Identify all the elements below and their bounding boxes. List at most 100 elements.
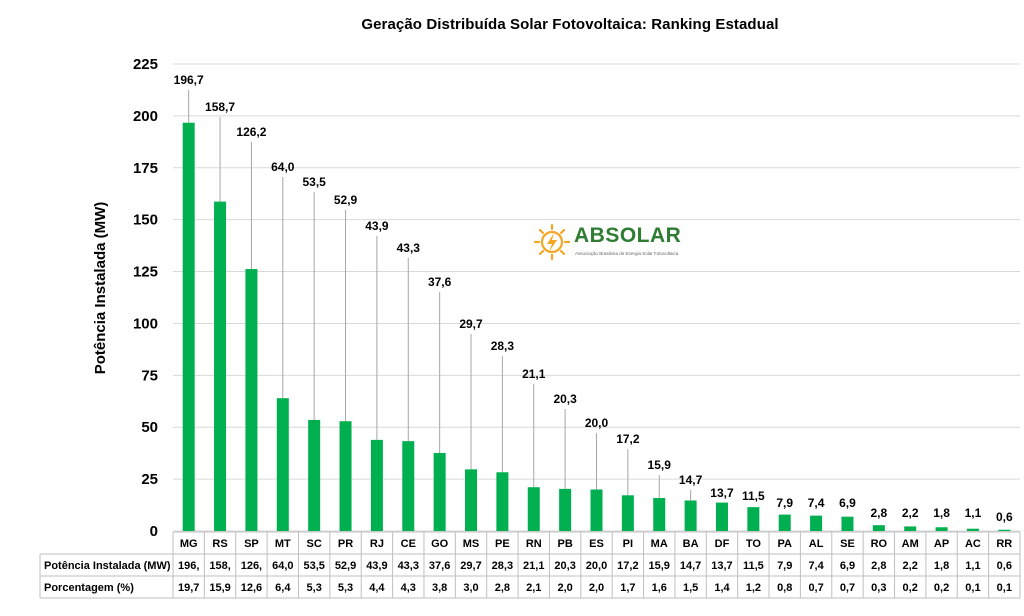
table-cell: 2,8 <box>871 560 886 572</box>
table-cell: 6,4 <box>275 582 291 594</box>
data-table: MG RS SP MT SC PR RJ CE GO MS PE RN PB ES PI MA BA DF TO PA… <box>39 531 1021 599</box>
category-label: MS <box>463 538 480 550</box>
bar-ma <box>653 497 666 531</box>
data-label: 2,2 <box>902 506 919 520</box>
category-label: DF <box>715 538 730 550</box>
table-cell: 17,2 <box>617 560 638 572</box>
data-label: 43,9 <box>365 219 389 233</box>
category-label: CE <box>401 538 416 550</box>
table-cell: 12,6 <box>241 582 262 594</box>
category-label: AC <box>965 538 981 550</box>
category-label: RO <box>871 538 888 550</box>
table-cell: 5,3 <box>307 582 322 594</box>
table-cell: 126, <box>241 560 262 572</box>
category-label: GO <box>431 538 449 550</box>
bar-ms <box>465 469 478 531</box>
table-cell: 0,6 <box>997 560 1012 572</box>
category-label: PE <box>495 538 510 550</box>
data-label: 6,9 <box>839 496 856 510</box>
logo-wordmark: ABSOLAR <box>574 224 682 247</box>
bar-al <box>810 515 823 531</box>
table-row-label: Porcentagem (%) <box>44 582 134 594</box>
bar-go <box>433 452 446 531</box>
data-label: 43,3 <box>397 241 421 255</box>
data-label: 21,1 <box>522 367 546 381</box>
table-cell: 0,8 <box>777 582 792 594</box>
category-label: PA <box>777 538 792 550</box>
bar-rs <box>214 201 227 532</box>
table-cell: 4,4 <box>369 582 385 594</box>
data-label: 15,9 <box>648 458 672 472</box>
table-cell: 11,5 <box>743 560 764 572</box>
table-cell: 1,5 <box>683 582 698 594</box>
bar-pe <box>496 472 509 531</box>
table-cell: 0,1 <box>965 582 980 594</box>
category-label: SE <box>840 538 855 550</box>
data-label: 52,9 <box>334 193 358 207</box>
bar-pr <box>339 421 352 531</box>
table-cell: 43,9 <box>366 560 387 572</box>
logo-subtitle: Associação Brasileira de Energia Solar F… <box>575 251 679 256</box>
bar-df <box>715 502 728 531</box>
bar-mg <box>182 122 195 531</box>
data-label: 196,7 <box>174 73 204 87</box>
y-tick-label: 0 <box>150 523 158 540</box>
bar-am <box>904 526 917 531</box>
category-label: SP <box>244 538 259 550</box>
data-label: 11,5 <box>742 489 765 503</box>
table-cell: 28,3 <box>492 560 513 572</box>
data-label: 20,0 <box>585 416 609 430</box>
table-cell: 2,1 <box>526 582 541 594</box>
data-label: 126,2 <box>236 125 266 139</box>
bar-ce <box>402 441 415 531</box>
table-cell: 3,8 <box>432 582 447 594</box>
table-cell: 0,2 <box>934 582 949 594</box>
table-cell: 6,9 <box>840 560 855 572</box>
bar-sc <box>308 419 321 531</box>
data-label: 1,1 <box>965 506 982 520</box>
table-cell: 1,2 <box>746 582 761 594</box>
category-label: MG <box>180 538 198 550</box>
category-label: BA <box>683 538 699 550</box>
table-cell: 64,0 <box>272 560 293 572</box>
table-cell: 0,2 <box>903 582 918 594</box>
bar-rj <box>370 439 383 531</box>
table-cell: 2,8 <box>495 582 510 594</box>
bar-pb <box>559 488 572 531</box>
bar-rr <box>998 529 1011 531</box>
table-cell: 7,4 <box>808 560 824 572</box>
category-label: AL <box>809 538 824 550</box>
table-cell: 20,3 <box>554 560 575 572</box>
data-label: 158,7 <box>205 100 235 114</box>
table-cell: 5,3 <box>338 582 353 594</box>
category-label: RR <box>996 538 1012 550</box>
table-cell: 15,9 <box>209 582 230 594</box>
y-tick-label: 25 <box>141 471 158 488</box>
y-tick-label: 125 <box>133 264 158 281</box>
table-row-label: Potência Instalada (MW) <box>44 560 171 572</box>
bar-ap <box>935 527 948 531</box>
bar-ba <box>684 500 697 531</box>
table-cell: 52,9 <box>335 560 356 572</box>
category-label: MT <box>275 538 291 550</box>
bar-se <box>841 516 854 531</box>
table-cell: 19,7 <box>178 582 199 594</box>
table-cell: 14,7 <box>680 560 701 572</box>
y-tick-label: 100 <box>133 315 158 332</box>
bar-es <box>590 489 603 531</box>
table-cell: 43,3 <box>398 560 419 572</box>
y-tick-label: 225 <box>133 56 158 73</box>
data-label: 2,8 <box>870 506 887 520</box>
data-label: 64,0 <box>271 160 295 174</box>
table-cell: 0,7 <box>840 582 855 594</box>
table-cell: 158, <box>209 560 230 572</box>
table-cell: 0,7 <box>808 582 823 594</box>
table-cell: 1,8 <box>934 560 949 572</box>
table-cell: 1,4 <box>714 582 730 594</box>
category-label: ES <box>589 538 604 550</box>
category-label: RJ <box>370 538 384 550</box>
y-tick-label: 75 <box>141 367 158 384</box>
category-label: SC <box>307 538 322 550</box>
table-cell: 20,0 <box>586 560 607 572</box>
